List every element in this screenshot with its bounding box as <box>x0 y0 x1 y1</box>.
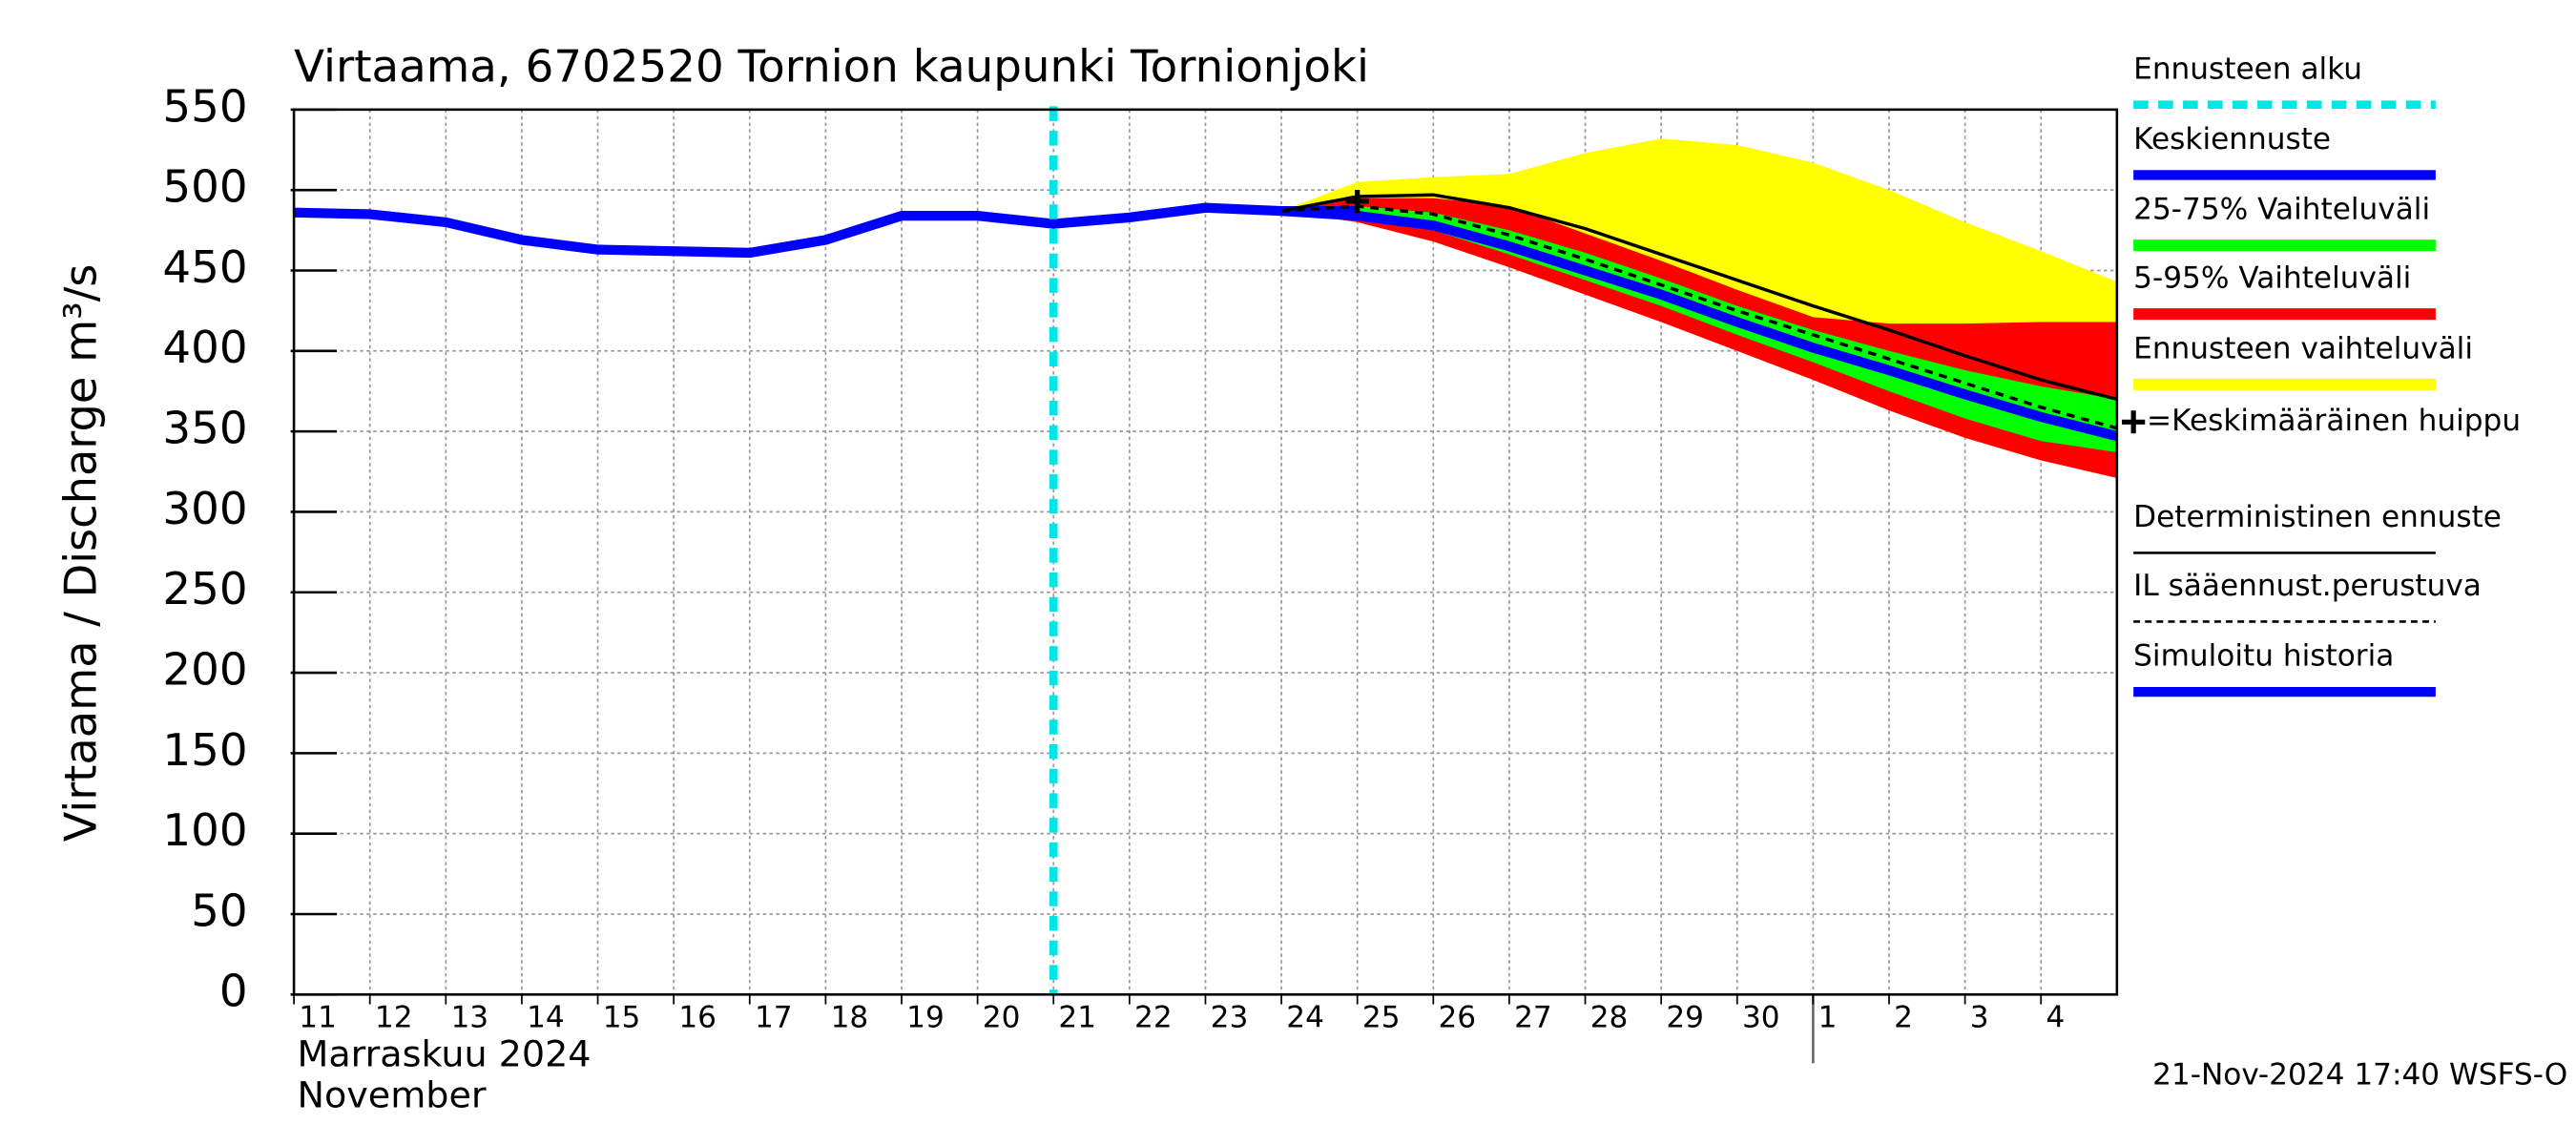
x-tick-label: 22 <box>1134 1001 1173 1035</box>
y-tick-label: 200 <box>162 644 247 696</box>
y-tick-label: 350 <box>162 403 247 454</box>
x-axis-label: Marraskuu 2024 <box>298 1033 592 1075</box>
x-tick-label: 14 <box>527 1001 565 1035</box>
x-tick-label: 18 <box>831 1001 869 1035</box>
y-tick-label: 400 <box>162 322 247 373</box>
y-tick-label: 550 <box>162 81 247 133</box>
legend-label: 25-75% Vaihteluväli <box>2133 193 2430 227</box>
x-tick-label: 27 <box>1514 1001 1552 1035</box>
x-tick-label: 3 <box>1970 1001 1989 1035</box>
legend-label: Deterministinen ennuste <box>2133 500 2502 534</box>
legend-label: Ennusteen vaihteluväli <box>2133 332 2473 366</box>
x-axis-label: November <box>298 1074 487 1116</box>
plot-frame <box>292 108 2119 996</box>
legend-label: 5-95% Vaihteluväli <box>2133 261 2411 296</box>
x-tick-label: 17 <box>755 1001 793 1035</box>
series-line <box>293 202 1358 259</box>
peak-marker <box>1345 189 1369 213</box>
x-tick-label: 25 <box>1362 1001 1401 1035</box>
x-tick-label: 12 <box>375 1001 413 1035</box>
x-tick-label: 15 <box>603 1001 641 1035</box>
y-tick-label: 500 <box>162 161 247 213</box>
x-tick-label: 19 <box>906 1001 945 1035</box>
x-tick-label: 28 <box>1590 1001 1629 1035</box>
legend-label: Keskiennuste <box>2133 122 2331 156</box>
x-tick-label: 29 <box>1666 1001 1704 1035</box>
x-tick-label: 4 <box>2046 1001 2065 1035</box>
x-tick-label: 13 <box>451 1001 489 1035</box>
legend-label: Ennusteen alku <box>2133 52 2362 86</box>
y-axis-label: Virtaama / Discharge m³/s <box>54 264 106 843</box>
y-tick-label: 300 <box>162 483 247 534</box>
x-tick-label: 16 <box>678 1001 717 1035</box>
x-tick-label: 21 <box>1058 1001 1096 1035</box>
legend-peak-marker <box>2122 410 2146 434</box>
y-tick-label: 50 <box>191 885 247 937</box>
band <box>1281 206 2117 453</box>
series-line <box>1280 204 2118 430</box>
x-tick-label: 1 <box>1818 1001 1838 1035</box>
y-tick-label: 150 <box>162 724 247 776</box>
legend-label: Simuloitu historia <box>2133 639 2394 674</box>
timestamp: 21-Nov-2024 17:40 WSFS-O <box>2152 1058 2567 1093</box>
series-line <box>1280 205 2119 442</box>
series-line <box>1280 193 2118 402</box>
legend-label: IL sääennust.perustuva <box>2133 569 2482 603</box>
x-tick-label: 23 <box>1211 1001 1249 1035</box>
band <box>1281 198 2117 479</box>
x-tick-label: 26 <box>1439 1001 1477 1035</box>
x-tick-label: 20 <box>983 1001 1021 1035</box>
y-tick-label: 100 <box>162 804 247 856</box>
chart-title: Virtaama, 6702520 Tornion kaupunki Torni… <box>294 41 1369 93</box>
y-tick-label: 450 <box>162 241 247 293</box>
y-tick-label: 0 <box>219 966 248 1017</box>
x-tick-label: 11 <box>299 1001 337 1035</box>
x-tick-label: 2 <box>1894 1001 1913 1035</box>
x-tick-label: 24 <box>1286 1001 1324 1035</box>
legend-label: =Keskimääräinen huippu <box>2147 404 2521 438</box>
x-tick-label: 30 <box>1742 1001 1780 1035</box>
y-tick-label: 250 <box>162 563 247 614</box>
